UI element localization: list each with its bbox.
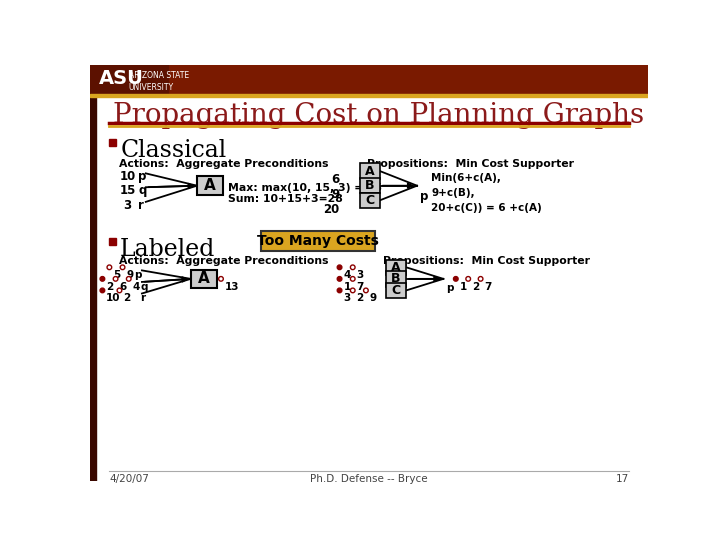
Text: 4: 4 [132,282,140,292]
Bar [90,65,648,94]
Text: C: C [392,284,401,297]
Bar [386,260,406,275]
Text: q: q [140,282,148,292]
Text: Classical: Classical [120,139,227,163]
Circle shape [219,276,223,281]
Circle shape [351,265,355,269]
Text: 7: 7 [485,282,492,292]
Text: q: q [138,184,146,197]
Text: 4: 4 [343,271,351,280]
Circle shape [113,276,118,281]
Text: B: B [392,272,401,285]
Bar [386,271,406,287]
Circle shape [351,276,355,281]
Text: Max: max(10, 15, 3) = 15: Max: max(10, 15, 3) = 15 [228,183,382,193]
Bar [360,164,380,179]
Text: ASU: ASU [99,70,144,89]
Text: r: r [140,294,145,303]
Circle shape [120,265,125,269]
Text: 3: 3 [123,199,132,212]
Text: 7: 7 [356,282,364,292]
Text: 20+c(C)) = 6 +c(A): 20+c(C)) = 6 +c(A) [431,202,541,213]
Text: A: A [391,261,401,274]
Bar [90,65,96,481]
Bar [197,177,223,195]
Text: 20: 20 [323,202,340,215]
Text: ARIZONA STATE
UNIVERSITY: ARIZONA STATE UNIVERSITY [129,71,189,92]
Text: 2: 2 [123,294,130,303]
Bar [109,238,117,245]
Text: 10: 10 [120,170,135,183]
Text: A: A [198,272,210,286]
Circle shape [337,276,342,281]
Text: A: A [365,165,374,178]
Bar [360,193,380,208]
Bar [90,65,168,94]
Text: 2: 2 [107,282,114,292]
Bar [386,283,406,298]
Text: 15: 15 [120,184,136,197]
Text: Min(6+c(A),: Min(6+c(A), [431,173,501,184]
Text: 13: 13 [225,282,239,292]
Circle shape [351,288,355,293]
Circle shape [478,276,483,281]
Text: Propositions:  Min Cost Supporter: Propositions: Min Cost Supporter [367,159,575,168]
Text: Propositions:  Min Cost Supporter: Propositions: Min Cost Supporter [383,256,590,266]
Text: 1: 1 [343,282,351,292]
Text: 3: 3 [343,294,351,303]
Text: 10: 10 [107,294,121,303]
Circle shape [107,265,112,269]
Text: 17: 17 [616,474,629,484]
Text: 1: 1 [459,282,467,292]
Text: r: r [138,199,144,212]
Text: A: A [204,178,216,193]
Circle shape [100,288,104,293]
Text: B: B [365,179,374,192]
Bar [360,178,380,193]
Text: C: C [365,194,374,207]
Text: Sum: 10+15+3=28: Sum: 10+15+3=28 [228,194,343,204]
Circle shape [337,288,342,293]
Text: 4/20/07: 4/20/07 [109,474,149,484]
Circle shape [454,276,458,281]
Text: Actions:  Aggregate Preconditions: Actions: Aggregate Preconditions [119,256,328,266]
Text: 3: 3 [356,271,364,280]
Text: 9+c(B),: 9+c(B), [431,188,474,198]
Text: Ph.D. Defense -- Bryce: Ph.D. Defense -- Bryce [310,474,428,484]
Bar [90,94,648,97]
Text: 9: 9 [127,271,133,280]
Text: 2: 2 [356,294,364,303]
Text: 9: 9 [331,188,340,201]
Circle shape [100,276,104,281]
Circle shape [337,265,342,269]
Text: p: p [420,190,428,202]
Text: 2: 2 [472,282,480,292]
Text: Too Many Costs: Too Many Costs [257,234,379,248]
Text: Propagating Cost on Planning Graphs: Propagating Cost on Planning Graphs [113,102,644,129]
Circle shape [117,288,122,293]
Text: 6: 6 [331,173,340,186]
Text: Labeled: Labeled [120,238,215,261]
Circle shape [466,276,471,281]
Bar [191,269,217,288]
Text: p: p [446,283,454,293]
Text: p: p [134,271,142,280]
Bar [109,139,117,146]
Text: p: p [138,170,146,183]
Text: 5: 5 [113,271,120,280]
Bar [261,231,375,251]
Circle shape [127,276,131,281]
Text: 9: 9 [370,294,377,303]
Text: Actions:  Aggregate Preconditions: Actions: Aggregate Preconditions [119,159,328,168]
Text: 6: 6 [120,282,127,292]
Circle shape [364,288,368,293]
